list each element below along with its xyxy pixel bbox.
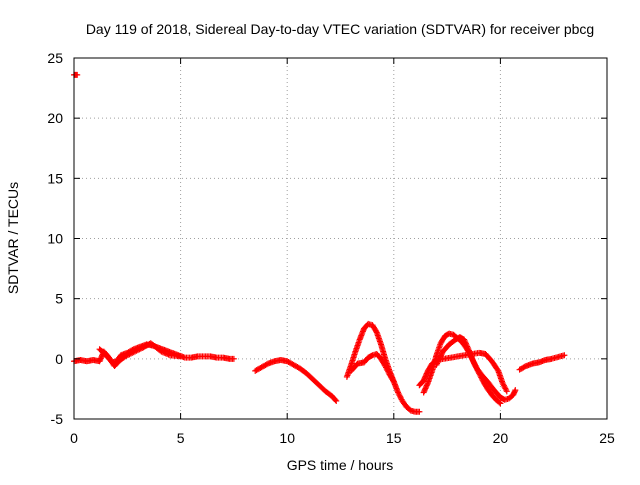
series-outlier (71, 71, 81, 78)
y-tick-label: 15 (47, 170, 63, 186)
x-tick-label: 15 (386, 430, 402, 446)
x-axis-title: GPS time / hours (287, 457, 394, 473)
data-point (177, 353, 184, 360)
data-point (421, 386, 428, 393)
data-point (420, 389, 427, 396)
series-arc-1-branch (96, 340, 184, 370)
series-arc-4-upper (420, 330, 504, 407)
data-point (332, 396, 339, 403)
y-tick-label: 20 (47, 110, 63, 126)
data-point (98, 354, 105, 361)
series-arc-5 (516, 352, 568, 373)
y-tick-label: 5 (55, 291, 63, 307)
data-point (97, 356, 104, 363)
data-point (74, 71, 81, 78)
data-point (496, 399, 503, 406)
data-point (422, 373, 429, 380)
y-tick-label: 25 (47, 50, 63, 66)
x-axis-ticks: 0 5 10 15 20 25 (70, 58, 615, 446)
y-tick-label: 10 (47, 231, 63, 247)
data-point (416, 408, 423, 415)
series-arc-2 (252, 357, 340, 404)
x-tick-label: 25 (599, 430, 615, 446)
data-point (422, 385, 429, 392)
x-tick-label: 0 (70, 430, 78, 446)
data-point (373, 328, 380, 335)
data-point (561, 352, 568, 359)
data-point (461, 336, 468, 343)
data-point (96, 358, 103, 365)
data-point (230, 355, 237, 362)
y-axis-title: SDTVAR / TECUs (5, 182, 21, 294)
x-tick-label: 20 (493, 430, 509, 446)
data-point (423, 370, 430, 377)
data-point (462, 340, 469, 347)
data-point (503, 388, 510, 395)
data-point (390, 377, 397, 384)
grid-lines (74, 58, 607, 419)
data-point (333, 397, 340, 404)
data-point (462, 339, 469, 346)
y-tick-label: 0 (55, 351, 63, 367)
chart-title: Day 119 of 2018, Sidereal Day-to-day VTE… (86, 21, 594, 37)
data-point (423, 371, 430, 378)
data-point (421, 374, 428, 381)
data-point (463, 342, 470, 349)
data-point (423, 382, 430, 389)
data-point (494, 366, 501, 373)
data-point (97, 355, 104, 362)
data-points (71, 71, 568, 415)
data-point (390, 378, 397, 385)
series-arc-4-middle (433, 334, 519, 403)
y-axis-ticks: -5 0 5 10 15 20 25 (47, 50, 607, 427)
data-point (424, 381, 431, 388)
x-tick-label: 5 (177, 430, 185, 446)
data-point (464, 343, 471, 350)
data-point (438, 351, 445, 358)
data-point (420, 377, 427, 384)
x-tick-label: 10 (279, 430, 295, 446)
data-point (464, 344, 471, 351)
series-arc-4-lower (416, 349, 510, 395)
y-tick-label: -5 (51, 411, 64, 427)
data-point (421, 376, 428, 383)
data-point (461, 337, 468, 344)
data-point (512, 387, 519, 394)
data-point (497, 400, 504, 407)
data-point (423, 384, 430, 391)
data-point (421, 388, 428, 395)
series-arc-3-lower (348, 351, 397, 385)
